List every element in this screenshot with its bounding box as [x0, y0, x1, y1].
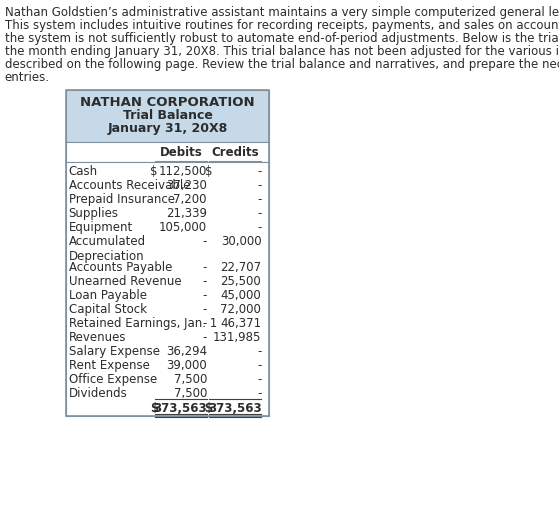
Text: -: - — [257, 221, 262, 233]
Text: -: - — [257, 358, 262, 371]
Text: the system is not sufficiently robust to automate end-of-period adjustments. Bel: the system is not sufficiently robust to… — [4, 32, 559, 45]
Text: Unearned Revenue: Unearned Revenue — [69, 274, 181, 287]
Text: -: - — [257, 192, 262, 206]
Text: Salary Expense: Salary Expense — [69, 344, 159, 358]
Text: Trial Balance: Trial Balance — [122, 109, 212, 122]
Text: Retained Earnings, Jan. 1: Retained Earnings, Jan. 1 — [69, 316, 217, 329]
Text: Accounts Payable: Accounts Payable — [69, 261, 172, 274]
Text: -: - — [257, 372, 262, 385]
Text: -: - — [257, 344, 262, 358]
Text: 21,339: 21,339 — [166, 207, 207, 220]
Text: Prepaid Insurance: Prepaid Insurance — [69, 192, 174, 206]
Text: Debits: Debits — [160, 146, 203, 159]
Text: -: - — [257, 179, 262, 191]
Text: -: - — [202, 316, 207, 329]
Text: 373,563: 373,563 — [153, 401, 207, 414]
Text: the month ending January 31, 20X8. This trial balance has not been adjusted for : the month ending January 31, 20X8. This … — [4, 45, 559, 58]
Text: 7,500: 7,500 — [174, 386, 207, 399]
Text: Nathan Goldstien’s administrative assistant maintains a very simple computerized: Nathan Goldstien’s administrative assist… — [4, 6, 559, 19]
Text: Credits: Credits — [211, 146, 259, 159]
Text: -: - — [202, 302, 207, 316]
FancyBboxPatch shape — [66, 91, 269, 143]
Text: Equipment: Equipment — [69, 221, 133, 233]
Text: January 31, 20X8: January 31, 20X8 — [107, 122, 228, 135]
Text: -: - — [257, 207, 262, 220]
Text: Loan Payable: Loan Payable — [69, 288, 146, 301]
Text: -: - — [257, 165, 262, 178]
FancyBboxPatch shape — [66, 163, 269, 416]
Text: 46,371: 46,371 — [220, 316, 262, 329]
FancyBboxPatch shape — [66, 143, 269, 163]
Text: 7,200: 7,200 — [173, 192, 207, 206]
Text: Accumulated
Depreciation: Accumulated Depreciation — [69, 234, 146, 263]
Text: 39,000: 39,000 — [166, 358, 207, 371]
Text: NATHAN CORPORATION: NATHAN CORPORATION — [80, 96, 255, 109]
Text: 36,294: 36,294 — [166, 344, 207, 358]
Text: 7,500: 7,500 — [174, 372, 207, 385]
Text: -: - — [202, 330, 207, 343]
Text: -: - — [202, 274, 207, 287]
Text: -: - — [257, 386, 262, 399]
Text: entries.: entries. — [4, 71, 50, 84]
Text: 105,000: 105,000 — [159, 221, 207, 233]
Text: $: $ — [205, 165, 212, 178]
Text: Rent Expense: Rent Expense — [69, 358, 149, 371]
Text: 112,500: 112,500 — [159, 165, 207, 178]
Text: 25,500: 25,500 — [221, 274, 262, 287]
Text: $: $ — [150, 165, 158, 178]
Text: described on the following page. Review the trial balance and narratives, and pr: described on the following page. Review … — [4, 58, 559, 71]
Text: Dividends: Dividends — [69, 386, 127, 399]
Text: $: $ — [204, 401, 212, 414]
Text: This system includes intuitive routines for recording receipts, payments, and sa: This system includes intuitive routines … — [4, 19, 559, 32]
Text: -: - — [202, 261, 207, 274]
Text: 72,000: 72,000 — [220, 302, 262, 316]
Text: 37,230: 37,230 — [166, 179, 207, 191]
Text: Revenues: Revenues — [69, 330, 126, 343]
Text: 22,707: 22,707 — [220, 261, 262, 274]
Text: Capital Stock: Capital Stock — [69, 302, 146, 316]
Text: Accounts Receivable: Accounts Receivable — [69, 179, 190, 191]
Text: -: - — [202, 234, 207, 247]
Text: 131,985: 131,985 — [213, 330, 262, 343]
Text: $: $ — [150, 401, 158, 414]
Text: 373,563: 373,563 — [208, 401, 262, 414]
Text: 30,000: 30,000 — [221, 234, 262, 247]
Text: Cash: Cash — [69, 165, 98, 178]
Text: 45,000: 45,000 — [221, 288, 262, 301]
Text: -: - — [202, 288, 207, 301]
Text: Office Expense: Office Expense — [69, 372, 157, 385]
Text: Supplies: Supplies — [69, 207, 119, 220]
